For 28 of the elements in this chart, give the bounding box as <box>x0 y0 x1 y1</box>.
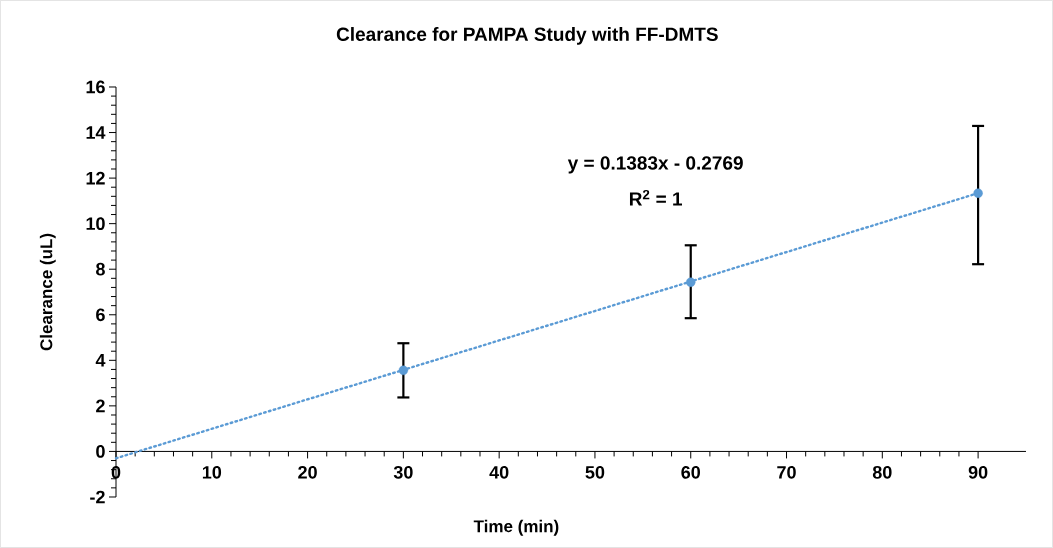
x-tick-label: 90 <box>968 465 988 479</box>
y-tick-label: 4 <box>95 354 106 367</box>
y-tick-label: 8 <box>96 262 105 276</box>
x-tick-label: 0 <box>111 465 121 479</box>
x-tick-label: 10 <box>202 465 222 479</box>
y-tick-label: 10 <box>86 217 105 231</box>
x-tick-label: 80 <box>872 465 892 479</box>
point <box>973 188 983 198</box>
x-tick-label: 30 <box>393 465 413 479</box>
annotation: y = 0.1383x - 0.2769 <box>567 156 743 174</box>
x-tick-label: 60 <box>681 465 700 479</box>
x-tick-label: 40 <box>489 465 509 479</box>
chart-title: Clearance for PAMPA Study with FF-DMTS <box>336 27 718 45</box>
y-tick-label: 16 <box>86 80 105 94</box>
y-tick-label: 2 <box>96 399 105 413</box>
x-tick-label: 20 <box>298 465 317 479</box>
x-tick-label: 50 <box>585 465 605 479</box>
y-tick-label: 6 <box>96 308 105 322</box>
y-tick-label: 14 <box>86 126 106 139</box>
point <box>686 277 696 287</box>
y-tick-label: 0 <box>96 445 105 458</box>
x-axis-title: Time (min) <box>473 519 559 536</box>
point <box>398 365 409 376</box>
y-tick-label: -2 <box>90 490 105 504</box>
annotation: R$^{2}$ = 1 <box>629 189 682 206</box>
y-axis-title: Clearance (uL) <box>39 233 56 351</box>
x-tick-label: 70 <box>777 465 796 479</box>
y-tick-label: 12 <box>86 171 105 185</box>
